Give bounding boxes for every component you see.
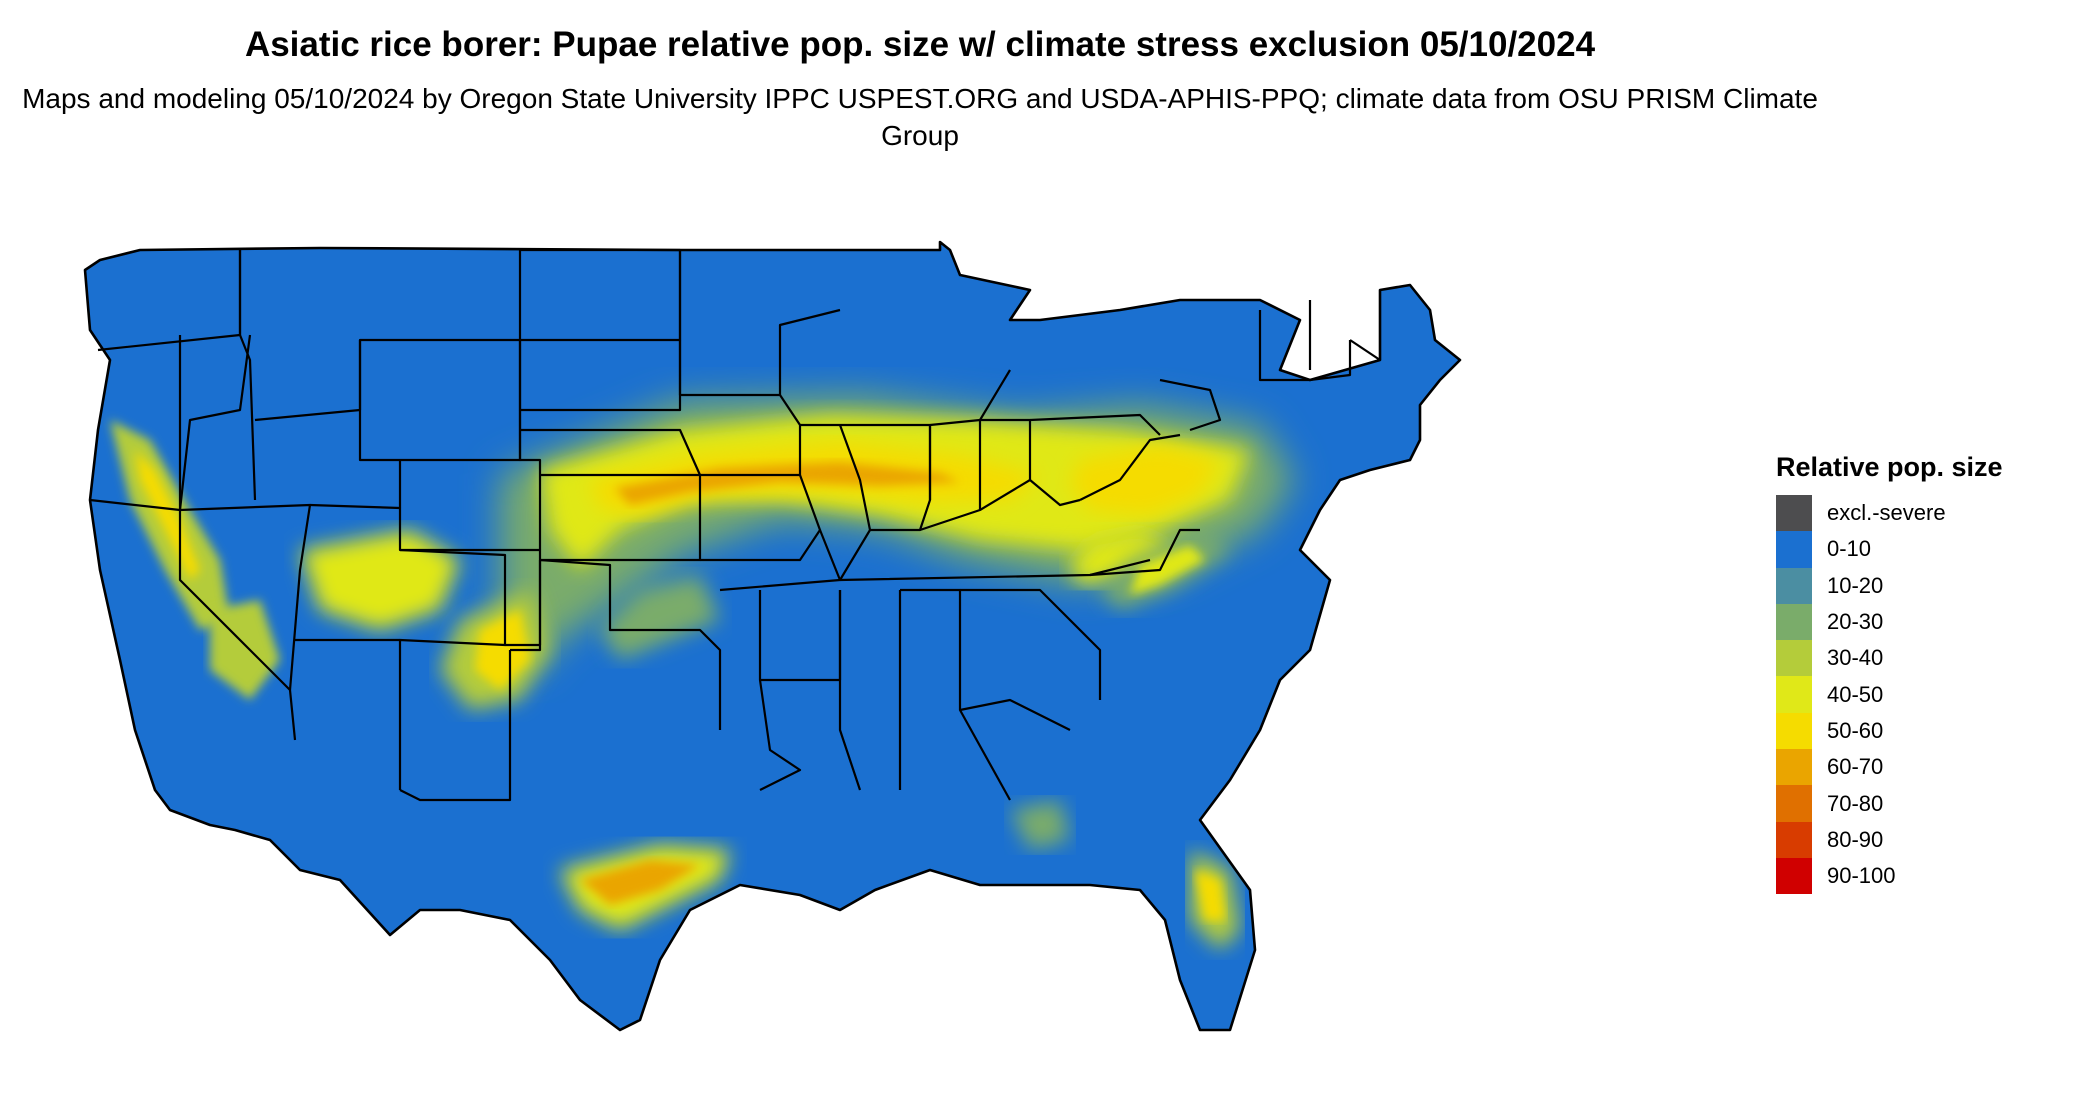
legend-item: 90-100 — [1776, 857, 2003, 895]
gulf-patches — [560, 800, 1240, 950]
legend-item: 30-40 — [1776, 640, 2003, 677]
legend-swatch — [1776, 785, 1812, 822]
legend-item: 60-70 — [1776, 749, 2003, 786]
legend-swatch — [1776, 567, 1812, 604]
legend-label: 50-60 — [1827, 717, 1884, 743]
legend-item: 40-50 — [1776, 676, 2003, 713]
legend-label: 70-80 — [1827, 790, 1884, 816]
legend-item: 50-60 — [1776, 712, 2003, 750]
map-subtitle: Maps and modeling 05/10/2024 by Oregon S… — [22, 83, 1818, 151]
legend-swatch — [1776, 603, 1812, 641]
legend-swatch — [1776, 821, 1812, 858]
legend-label: 90-100 — [1827, 863, 1896, 889]
population-raster — [85, 242, 1460, 1030]
legend-item: 70-80 — [1776, 785, 2003, 822]
legend-items: excl.-severe 0-10 10-20 20-30 30-40 40-5… — [1776, 495, 2003, 895]
legend-item: 0-10 — [1776, 531, 2003, 568]
legend-swatch — [1776, 676, 1812, 713]
legend-label: 40-50 — [1827, 681, 1884, 707]
legend-label: 0-10 — [1827, 536, 1872, 562]
legend-swatch — [1776, 531, 1812, 568]
legend-swatch — [1776, 712, 1812, 750]
legend-label: excl.-severe — [1827, 500, 1946, 526]
legend-item: excl.-severe — [1776, 495, 2003, 532]
western-patches — [110, 420, 550, 710]
appalachian-patches — [1100, 530, 1230, 610]
legend-title: Relative pop. size — [1776, 452, 2003, 482]
state-borders — [83, 240, 1462, 1032]
legend-swatch — [1776, 495, 1812, 532]
legend-swatch — [1776, 857, 1812, 895]
map-header: Asiatic rice borer: Pupae relative pop. … — [0, 22, 1840, 154]
us-map-canvas — [83, 240, 1462, 1032]
legend-item: 20-30 — [1776, 603, 2003, 641]
legend-swatch — [1776, 749, 1812, 786]
legend-item: 10-20 — [1776, 567, 2003, 604]
central-band — [500, 395, 1295, 675]
us-map — [80, 230, 1760, 1110]
legend: Relative pop. size excl.-severe 0-10 10-… — [1776, 452, 2003, 895]
legend-label: 10-20 — [1827, 572, 1884, 598]
legend-label: 80-90 — [1827, 826, 1884, 852]
legend-label: 60-70 — [1827, 754, 1884, 780]
legend-swatch — [1776, 640, 1812, 677]
legend-label: 20-30 — [1827, 609, 1884, 635]
legend-item: 80-90 — [1776, 821, 2003, 858]
legend-label: 30-40 — [1827, 645, 1884, 671]
map-title: Asiatic rice borer: Pupae relative pop. … — [244, 25, 1596, 64]
